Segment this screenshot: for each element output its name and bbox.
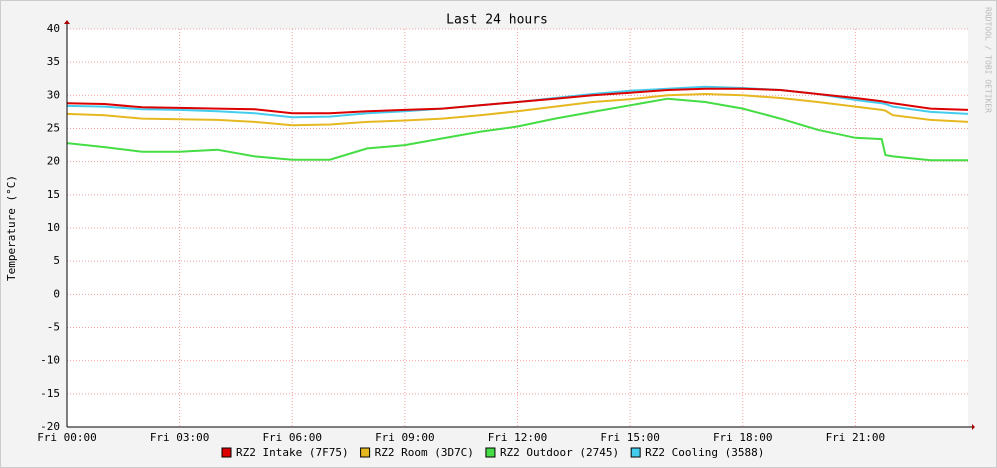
x-tick-label: Fri 18:00: [713, 431, 773, 444]
legend-label: RZ2 Cooling (3588): [645, 446, 764, 459]
y-tick-label: -5: [47, 321, 60, 334]
x-tick-label: Fri 00:00: [37, 431, 97, 444]
y-tick-label: 0: [53, 287, 60, 300]
y-tick-label: 30: [47, 88, 60, 101]
x-tick-label: Fri 06:00: [262, 431, 322, 444]
x-tick-label: Fri 03:00: [150, 431, 210, 444]
x-tick-label: Fri 09:00: [375, 431, 435, 444]
legend-label: RZ2 Intake (7F75): [236, 446, 349, 459]
series-line: [66, 97, 968, 162]
y-tick-label: 40: [47, 22, 60, 35]
y-axis-label: Temperature (°C): [5, 175, 18, 281]
y-tick-label: 25: [47, 122, 60, 135]
legend: RZ2 Intake (7F75) RZ2 Room (3D7C) RZ2 Outd…: [221, 446, 764, 459]
chart-title: Last 24 hours: [446, 13, 548, 28]
legend-swatch: [360, 447, 371, 458]
legend-label: RZ2 Room (3D7C): [375, 446, 474, 459]
y-tick-label: 15: [47, 188, 60, 201]
x-tick-label: Fri 12:00: [488, 431, 548, 444]
x-tick-label: Fri 21:00: [826, 431, 886, 444]
x-arrow: [972, 424, 975, 430]
legend-swatch: [630, 447, 641, 458]
y-tick-label: -20: [40, 420, 60, 433]
y-arrow: [64, 20, 70, 24]
y-tick-label: -15: [40, 387, 60, 400]
lines: [66, 85, 969, 162]
y-tick-label: 10: [47, 221, 60, 234]
legend-swatch: [485, 447, 496, 458]
y-tick-label: 5: [53, 254, 60, 267]
legend-label: RZ2 Outdoor (2745): [500, 446, 619, 459]
legend-swatch: [221, 447, 232, 458]
y-tick-label: -10: [40, 354, 60, 367]
series-line: [66, 92, 969, 127]
x-tick-label: Fri 15:00: [600, 431, 660, 444]
y-tick-label: 20: [47, 155, 60, 168]
series-line: [66, 87, 969, 115]
watermark: RRDTOOL / TOBI OETIKER: [984, 7, 993, 113]
y-tick-label: 35: [47, 55, 60, 68]
